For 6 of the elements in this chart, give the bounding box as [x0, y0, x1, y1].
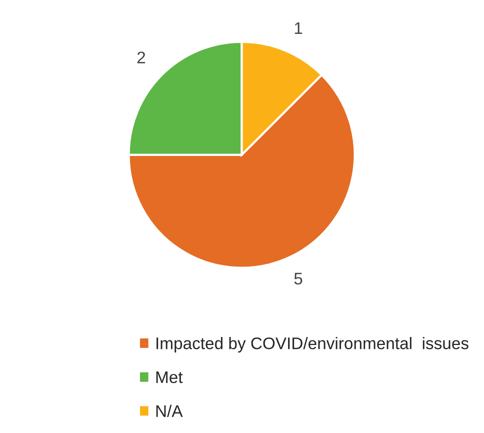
data-label: 2 — [137, 52, 146, 64]
data-label: 5 — [294, 272, 302, 285]
data-label: 1 — [294, 22, 302, 34]
legend-label: Met — [156, 371, 183, 384]
legend-label: N/A — [156, 404, 183, 417]
legend-label: Impacted by COVID/environmental issues — [156, 337, 468, 353]
